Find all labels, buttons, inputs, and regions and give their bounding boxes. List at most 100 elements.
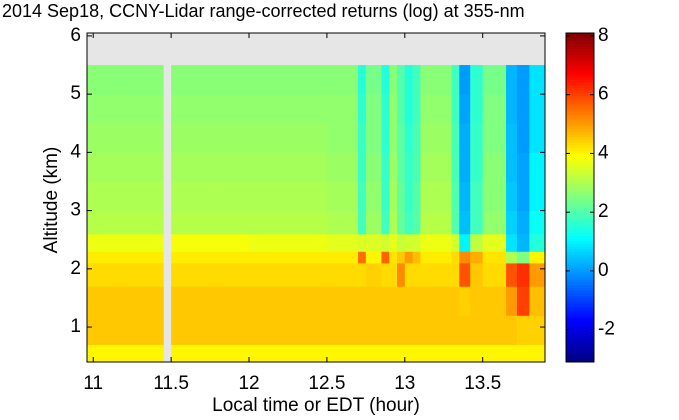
heat-cell [516,65,530,95]
heat-cell [529,344,546,363]
heat-cell [516,94,530,124]
heat-cell [482,65,507,95]
heat-cell [420,286,452,316]
heat-cell [287,181,328,212]
heat-cell [358,181,367,212]
heat-cell [412,210,421,235]
colorbar-swatch [566,52,594,56]
chart-title: 2014 Sep18, CCNY-Lidar range-corrected r… [2,1,525,21]
heat-cell [389,344,398,363]
heat-cell [459,152,471,182]
heat-cell [326,233,359,252]
colorbar-swatch [566,290,594,294]
colorbar-swatch [566,126,594,130]
heat-cell [482,233,507,252]
heat-cell [358,123,367,153]
heat-cell [381,233,390,252]
colorbar-swatch [566,197,594,201]
heat-cell [506,181,518,212]
heat-cell [124,181,164,212]
colorbar-tick-label: 8 [598,25,609,46]
heat-cell [451,123,460,153]
heat-cell [171,286,211,316]
heat-cell [451,152,460,182]
colorbar-swatch [566,345,594,349]
heat-cell [326,65,359,95]
colorbar-swatch [566,224,594,229]
heat-cell [404,181,413,212]
heat-cell [420,94,452,124]
heat-cell [326,315,359,345]
heat-cell [210,263,250,287]
heat-cell [451,286,460,316]
heat-cell [358,344,367,363]
heat-cell [389,123,398,153]
colorbar-swatch [566,123,594,127]
colorbar-swatch [566,282,594,286]
heat-cell [506,210,518,235]
heat-cell [249,251,289,264]
colorbar-swatch [566,115,594,119]
colorbar-swatch [566,68,594,72]
heat-cell [420,233,452,252]
heat-cell [249,181,289,212]
heat-cell [459,210,471,235]
heat-cell [470,152,484,182]
heat-cell [381,263,390,287]
heat-cell [516,233,530,252]
colorbar-tick-label: 6 [598,84,609,105]
heat-cell [124,210,164,235]
heat-cell [420,315,452,345]
colorbar-swatch [566,109,594,114]
heat-cell [249,94,289,124]
heat-cell [87,286,125,316]
colorbar-swatch [566,186,594,190]
colorbar-swatch [566,145,594,149]
heat-cell [381,181,390,212]
heat-cell [389,152,398,182]
heat-cell [358,251,367,264]
heat-cell [381,65,390,95]
heat-cell [451,210,460,235]
colorbar-swatch [566,323,594,327]
colorbar: -2 0 2 4 6 8 [565,25,615,363]
heat-cell [404,94,413,124]
heat-cell [404,315,413,345]
heat-cell [171,263,211,287]
heat-cell [397,123,406,153]
heat-cell [482,344,507,363]
colorbar-swatch [566,194,594,198]
colorbar-swatch [566,227,594,231]
heat-cell [412,263,421,287]
heat-cell [404,233,413,252]
heat-cell [389,94,398,124]
heat-cell [365,344,382,363]
colorbar-swatch [566,233,594,237]
heat-cell [451,251,460,264]
heat-cell [210,251,250,264]
heat-cell [87,181,125,212]
colorbar-swatch [566,142,594,146]
colorbar-swatch [566,60,594,64]
colorbar-swatch [566,359,594,363]
heat-cell [397,251,406,264]
colorbar-swatch [566,348,594,352]
heat-cell [389,210,398,235]
heat-cell [358,94,367,124]
heat-cell [326,123,359,153]
heat-cell [210,286,250,316]
heat-cell [506,251,518,264]
colorbar-swatch [566,112,594,116]
heat-cell [482,315,507,345]
colorbar-swatch [566,244,594,248]
heat-cell [397,344,406,363]
colorbar-swatch [566,318,594,322]
heat-cell [381,152,390,182]
heat-cell [397,286,406,316]
colorbar-swatch [566,35,594,39]
colorbar-swatch [566,161,594,166]
heat-cell [389,181,398,212]
heat-cell [171,210,211,235]
heat-cell [516,263,530,287]
heat-cell [451,233,460,252]
